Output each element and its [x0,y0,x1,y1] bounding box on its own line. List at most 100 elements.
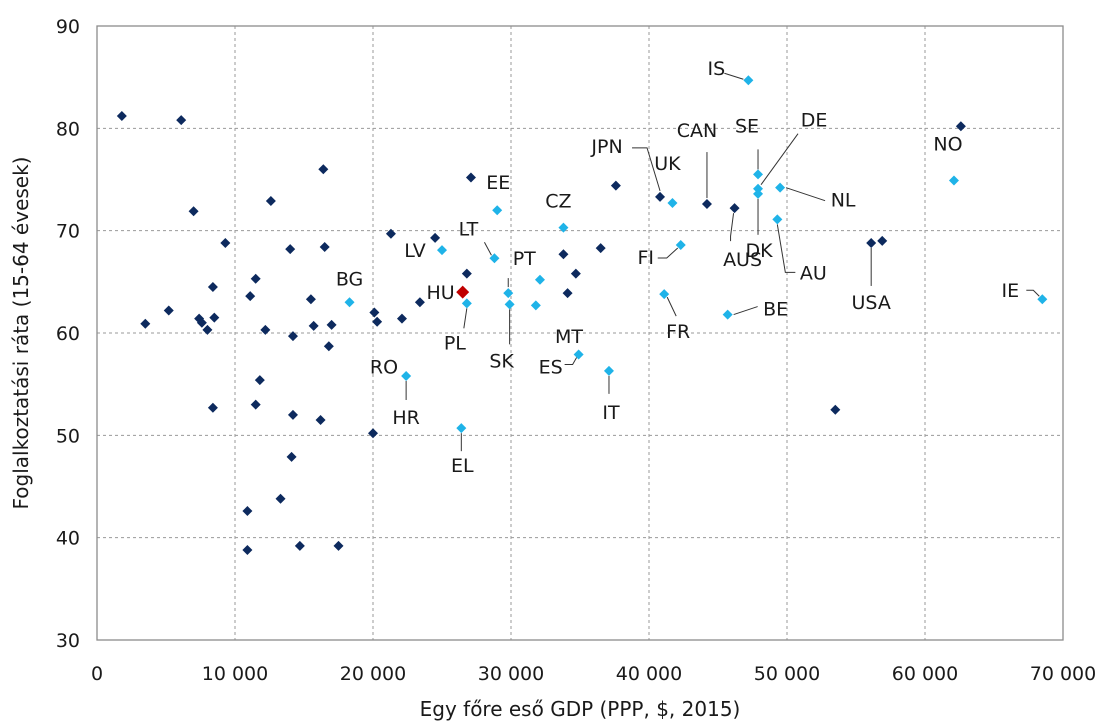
data-point-other [140,318,151,329]
point-label: NL [831,190,856,212]
y-tick-label: 40 [56,528,80,550]
data-point-other [369,307,380,318]
data-point-eu [753,169,764,180]
leader-line [632,147,661,192]
data-point-other [196,317,207,328]
leader-line [657,247,679,259]
x-tick-label: 40 000 [616,663,682,685]
data-point-eu [667,198,678,209]
point-label: DE [801,110,828,132]
data-point-eu [344,297,355,308]
y-axis-ticks: 30 40 50 60 70 80 90 [56,16,80,652]
data-point-eu [503,288,514,299]
point-label: AU [800,262,827,284]
data-point-other [308,320,319,331]
x-axis-ticks: 0 10 000 20 000 30 000 40 000 50 000 60 000 70 … [91,663,1096,685]
x-tick-label: 0 [91,663,103,685]
data-point-other [176,115,187,126]
point-label: MT [555,326,583,348]
point-label: LT [459,218,479,240]
data-point-other [305,294,316,305]
label-leaders [405,72,1040,452]
leader-line [785,187,826,202]
data-point-other [116,111,127,122]
point-label: HU [426,282,454,304]
y-tick-label: 50 [56,425,80,447]
point-label: SK [489,350,514,372]
point-label: BE [763,299,788,321]
point-label: EE [486,172,510,194]
data-point-eu [504,299,515,310]
data-point-other [430,232,441,243]
leader-line [564,357,578,365]
data-point-other [562,288,573,299]
point-label: UK [654,153,681,175]
data-point-other [318,164,329,175]
data-point-eu [492,205,503,216]
data-point-other [220,237,231,248]
point-label: SE [735,115,759,137]
data-point-eu [456,423,467,434]
y-tick-label: 30 [56,630,80,652]
point-label: IS [708,58,726,80]
data-point-other [610,180,621,191]
data-point-eu [603,365,614,376]
y-tick-label: 90 [56,16,80,38]
data-point-other [385,228,396,239]
data-point-other [163,305,174,316]
point-label: FI [637,247,654,269]
data-point-eu [948,175,959,186]
data-point-other [326,319,337,330]
data-point-other [955,121,966,132]
data-point-other [294,540,305,551]
data-point-eu [775,182,786,193]
point-label: PT [513,248,536,270]
y-tick-label: 70 [56,221,80,243]
point-label: HR [392,407,420,429]
leader-line [724,72,744,80]
data-point-other [866,237,877,248]
data-point-other [830,404,841,415]
data-point-eu [659,289,670,300]
data-point-other [372,316,383,327]
x-tick-label: 70 000 [1030,663,1096,685]
data-point-other [701,199,712,210]
x-tick-label: 30 000 [478,663,544,685]
leader-line [463,308,468,329]
data-point-eu [489,253,500,264]
data-point-eu [437,245,447,256]
x-tick-label: 20 000 [340,663,406,685]
leader-line [666,296,677,317]
y-axis-label: Foglalkoztatási ráta (15-64 évesek) [9,157,33,510]
point-label: JPN [590,136,622,158]
data-point-other [877,235,888,246]
data-point-other [465,172,476,183]
data-points [116,75,1048,555]
data-point-other [396,313,407,324]
data-point-eu [1037,294,1048,305]
data-point-other [287,409,298,420]
data-point-other [202,324,213,335]
data-point-eu [753,188,764,199]
data-point-eu [573,349,584,360]
data-point-other [414,297,425,308]
leader-line [1026,289,1040,297]
y-tick-label: 60 [56,323,80,345]
data-point-other [254,375,265,386]
data-point-other [570,268,581,279]
data-point-eu [772,214,783,225]
x-tick-label: 50 000 [754,663,820,685]
leader-line [760,133,799,186]
x-tick-label: 60 000 [892,663,958,685]
data-point-other [368,428,378,439]
data-point-eu [675,239,686,250]
data-point-other [207,402,218,413]
data-point-other [265,195,276,206]
data-point-eu [530,300,541,311]
data-point-eu [722,309,733,320]
data-point-highlight [456,285,470,299]
data-point-eu [558,222,569,233]
point-label: FR [666,321,690,343]
